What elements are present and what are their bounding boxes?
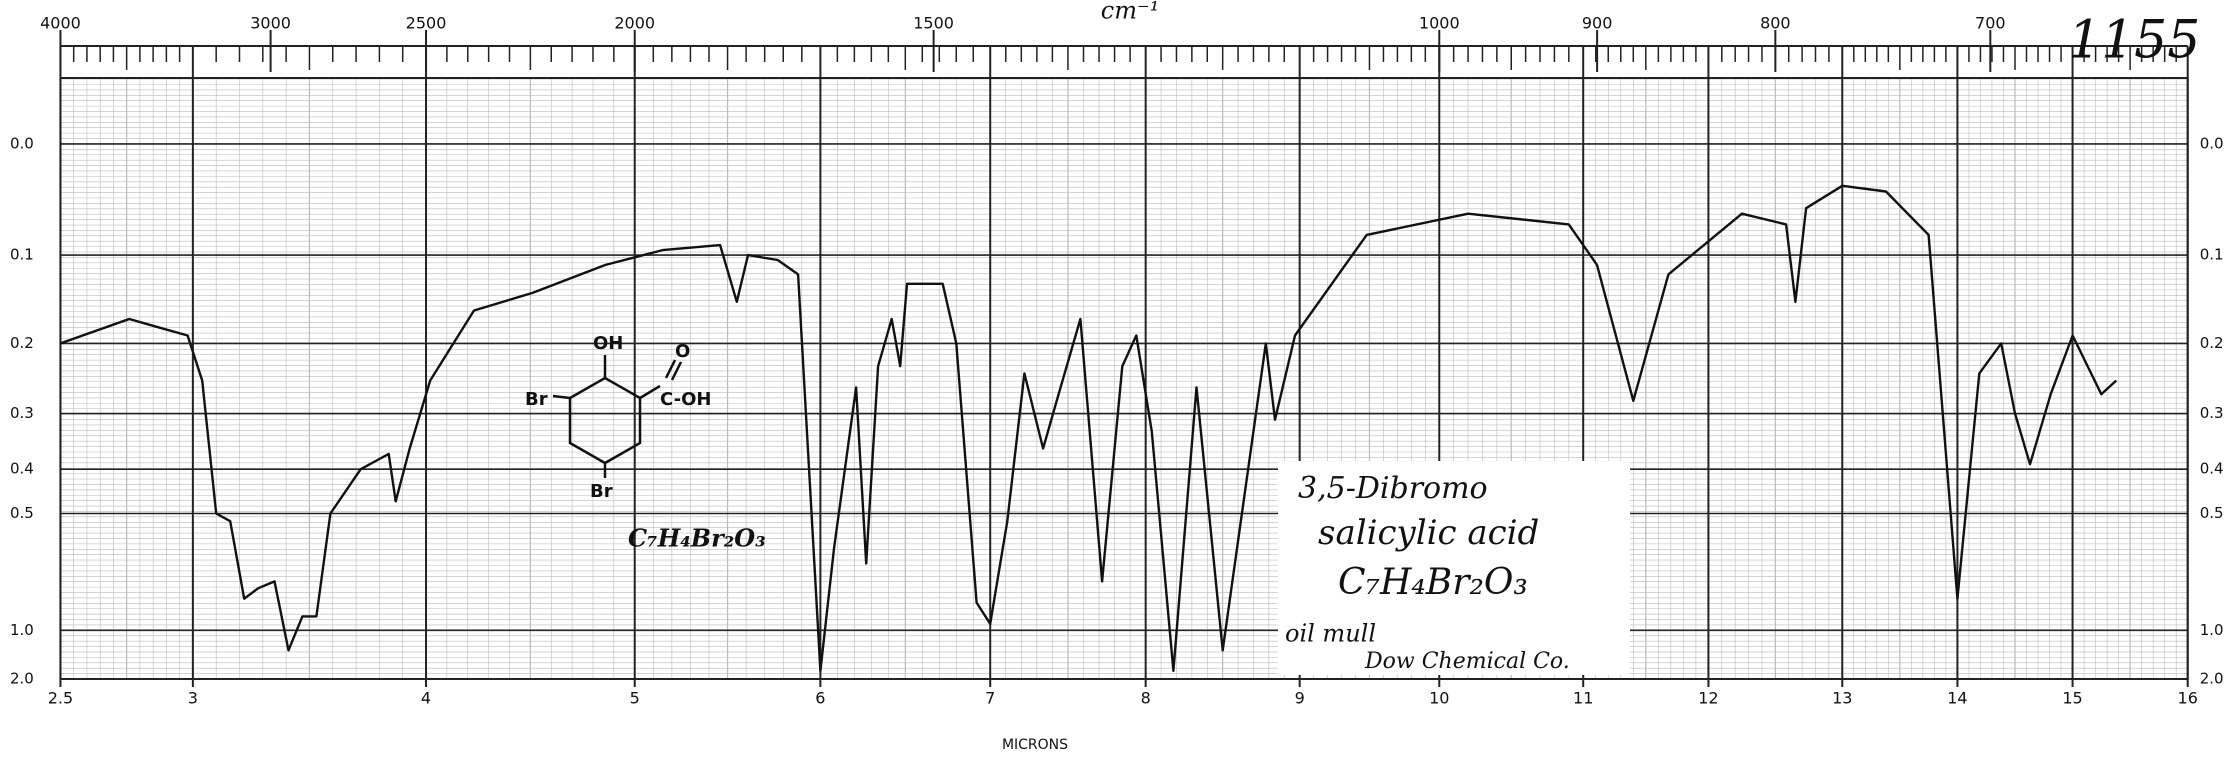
x-tick-label: 15 (2062, 689, 2082, 708)
structure-label: Br (590, 481, 613, 502)
benzene-ring (568, 376, 642, 465)
y-tick-label: 2.0 (10, 670, 34, 688)
method: oil mull (1285, 620, 1376, 648)
bond (552, 394, 571, 400)
source: Dow Chemical Co. (1364, 649, 1570, 674)
bond (670, 361, 683, 381)
x-tick-label: 14 (1947, 689, 1967, 708)
bond (639, 384, 661, 400)
y-tick-label-right: 0.2 (2200, 334, 2224, 352)
y-tick-label: 0.1 (10, 246, 34, 264)
grid: 2.5 3 4 5 6 7 8 9 10 11 12 13 14 15 16 4000 3000 2500 2000… (10, 14, 2224, 708)
x2-tick-label: 1000 (1419, 14, 1460, 33)
structure-formula: C₇H₄Br₂O₃ (628, 524, 766, 553)
x2-tick-label: 800 (1760, 14, 1791, 33)
compound-name: salicylic acid (1318, 513, 1539, 553)
x2-tick-label: 2500 (406, 14, 447, 33)
y-tick-label: 0.3 (10, 404, 34, 422)
y-tick-label-right: 0.0 (2200, 134, 2224, 152)
spectrum-layer (59, 184, 2118, 672)
y-tick-label-right: 0.3 (2200, 404, 2224, 422)
y-tick-label: 0.5 (10, 504, 34, 522)
x-tick-label: 7 (985, 689, 995, 708)
x-tick-label: 3 (188, 689, 198, 708)
x2-tick-label: 2000 (614, 14, 655, 33)
structure-label: O (675, 341, 690, 362)
y-tick-label: 0.4 (10, 460, 34, 478)
x-tick-label: 12 (1698, 689, 1718, 708)
x-tick-label: 9 (1295, 689, 1305, 708)
structure-label: C-OH (660, 389, 711, 410)
structure-label: OH (593, 333, 623, 354)
y-tick-label: 0.2 (10, 334, 34, 352)
structure (552, 355, 683, 478)
y-tick-label-right: 0.5 (2200, 504, 2224, 522)
x-tick-label: 16 (2178, 689, 2198, 708)
y-tick-label-right: 2.0 (2200, 670, 2224, 688)
x2-tick-label: 700 (1975, 14, 2006, 33)
x-tick-label: 11 (1573, 689, 1593, 708)
y-tick-label-right: 0.4 (2200, 460, 2224, 478)
x2-tick-label: 900 (1582, 14, 1613, 33)
x-tick-label: 6 (815, 689, 825, 708)
top-axis-label: cm⁻¹ (1101, 0, 1160, 25)
bond (664, 359, 677, 379)
y-tick-label-right: 1.0 (2200, 621, 2224, 639)
compound-name: 3,5-Dibromo (1298, 471, 1488, 506)
x-tick-label: 13 (1832, 689, 1852, 708)
x-tick-label: 10 (1429, 689, 1449, 708)
spectrum-line (59, 184, 2118, 672)
x-tick-label: 5 (630, 689, 640, 708)
x-tick-label: 4 (421, 689, 431, 708)
annotation-box (1278, 461, 1630, 675)
compound-formula: C₇H₄Br₂O₃ (1338, 562, 1528, 603)
y-tick-label: 0.0 (10, 134, 34, 152)
x-axis-label: MICRONS (1002, 737, 1068, 753)
y-tick-label-right: 0.1 (2200, 246, 2224, 264)
x-tick-label: 8 (1141, 689, 1151, 708)
x2-tick-label: 3000 (250, 14, 291, 33)
structure-label: Br (525, 389, 548, 410)
x-tick-label: 2.5 (48, 689, 73, 708)
y-tick-label: 1.0 (10, 621, 34, 639)
id-number: 1155 (2068, 11, 2200, 71)
x2-tick-label: 4000 (40, 14, 81, 33)
x2-tick-label: 1500 (913, 14, 954, 33)
